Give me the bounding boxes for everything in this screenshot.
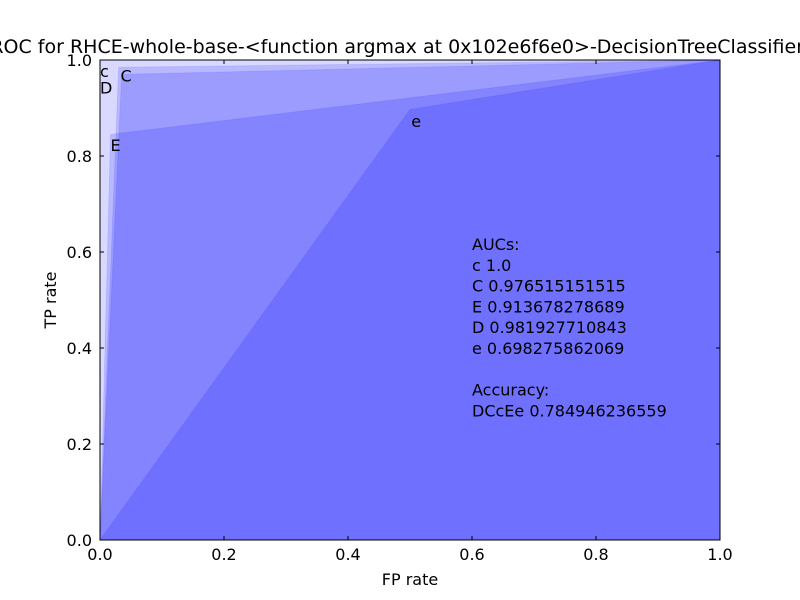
annotation-line: D 0.981927710843	[472, 318, 627, 337]
annotation-line: DCcEe 0.784946236559	[472, 401, 667, 420]
x-tick-label: 0.8	[583, 545, 608, 564]
chart-title: ROC for RHCE-whole-base-<function argmax…	[0, 36, 800, 58]
curve-label-C: C	[120, 67, 131, 86]
axis-ticks: 0.0 0.2 0.4 0.6 0.8 1.0 0.0 0.2 0.4 0.6 0.8 1.0	[67, 51, 733, 564]
x-tick-label: 0.0	[87, 545, 112, 564]
plot-frame	[99, 59, 721, 541]
y-tick-label: 0.2	[67, 435, 92, 454]
curve-label-D: D	[100, 79, 112, 98]
x-tick-label: 0.2	[211, 545, 236, 564]
annotation-line: C 0.976515151515	[472, 277, 626, 296]
x-axis-label: FP rate	[382, 570, 438, 589]
y-axis-label: TP rate	[41, 271, 60, 329]
x-tick-label: 0.4	[335, 545, 360, 564]
y-tick-label: 0.8	[67, 147, 92, 166]
annotation-line: e 0.698275862069	[472, 339, 624, 358]
y-tick-label: 0.6	[67, 243, 92, 262]
x-tick-label: 0.6	[459, 545, 484, 564]
y-tick-label: 0.4	[67, 339, 92, 358]
curve-label-c: c	[100, 62, 109, 81]
curve-label-E: E	[111, 136, 121, 155]
roc-areas	[99, 59, 721, 541]
curve-labels: cDC Ee	[100, 62, 421, 155]
annotation-line: E 0.913678278689	[472, 297, 625, 316]
annotation-line: c 1.0	[472, 256, 511, 275]
annotation-line: AUCs:	[472, 235, 520, 254]
y-tick-label: 0.0	[67, 531, 92, 550]
curve-label-e: e	[411, 112, 421, 131]
y-tick-label: 1.0	[67, 51, 92, 70]
annotation-line: Accuracy:	[472, 381, 549, 400]
x-tick-label: 1.0	[707, 545, 732, 564]
